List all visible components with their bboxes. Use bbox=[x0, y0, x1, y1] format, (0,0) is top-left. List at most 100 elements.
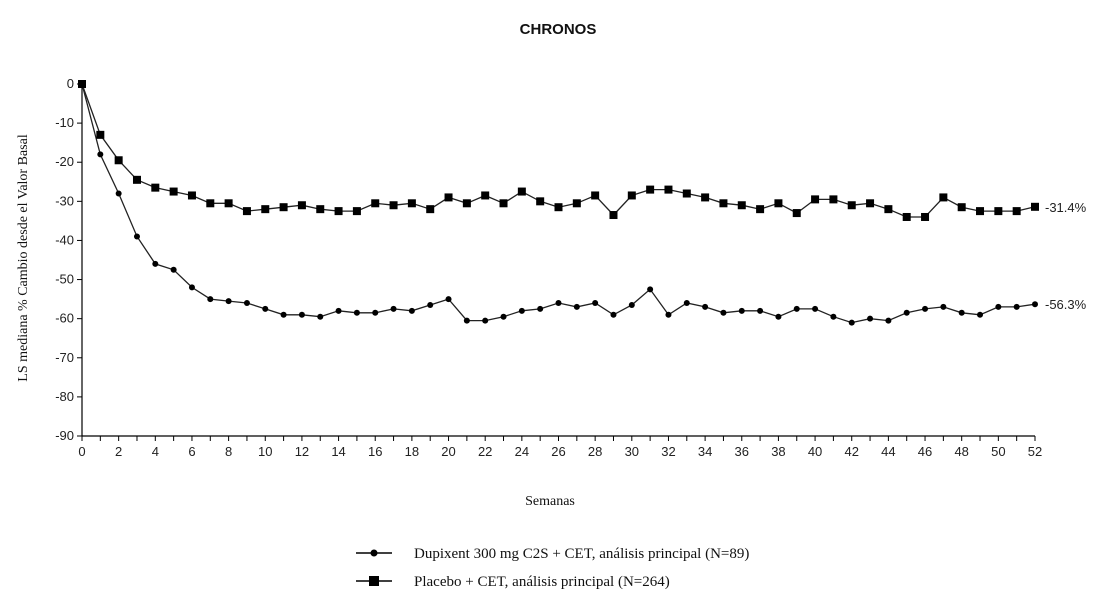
series-1-point bbox=[187, 191, 196, 200]
series-1-point bbox=[701, 193, 710, 202]
series-0-point bbox=[903, 309, 910, 316]
series-1-point bbox=[279, 203, 288, 212]
y-tick-label: -10 bbox=[55, 115, 74, 130]
y-tick-label: -60 bbox=[55, 311, 74, 326]
series-0-point bbox=[592, 300, 599, 307]
series-1-point bbox=[114, 156, 123, 165]
series-1-point bbox=[737, 201, 746, 210]
series-0-point bbox=[573, 303, 580, 310]
x-tick-label: 46 bbox=[918, 444, 932, 459]
y-tick-label: -20 bbox=[55, 154, 74, 169]
x-tick-label: 52 bbox=[1028, 444, 1042, 459]
series-1-point bbox=[554, 203, 563, 212]
series-0-point bbox=[445, 296, 452, 303]
series-0-point bbox=[170, 266, 177, 273]
x-tick-label: 2 bbox=[115, 444, 122, 459]
series-0-point bbox=[757, 307, 764, 314]
series-1-point bbox=[261, 205, 270, 214]
series-1-point bbox=[78, 80, 86, 88]
series-1-point bbox=[169, 187, 178, 196]
series-1-point bbox=[96, 130, 105, 139]
series-0-point bbox=[207, 296, 214, 303]
series-1-point bbox=[352, 207, 361, 216]
series-0-point bbox=[115, 190, 122, 197]
x-tick-label: 16 bbox=[368, 444, 382, 459]
series-1-point bbox=[224, 199, 233, 208]
x-tick-label: 4 bbox=[152, 444, 159, 459]
legend-entry-1: Placebo + CET, análisis principal (N=264… bbox=[414, 574, 670, 590]
series-0-point bbox=[665, 311, 672, 318]
x-tick-label: 38 bbox=[771, 444, 785, 459]
series-0-point bbox=[995, 303, 1002, 310]
series-1-point bbox=[517, 187, 526, 196]
series-0-point bbox=[152, 260, 159, 267]
series-1-point bbox=[866, 199, 875, 208]
y-tick-label: -50 bbox=[55, 272, 74, 287]
series-0-point bbox=[628, 301, 635, 308]
series-0-point bbox=[482, 317, 489, 324]
series-1-point bbox=[132, 175, 141, 184]
series-0-point bbox=[610, 311, 617, 318]
series-1-point bbox=[847, 201, 856, 210]
series-1-point bbox=[334, 207, 343, 216]
series-0-point bbox=[958, 309, 965, 316]
x-tick-label: 24 bbox=[515, 444, 529, 459]
x-tick-label: 6 bbox=[188, 444, 195, 459]
series-0-point bbox=[97, 151, 104, 158]
series-0-point bbox=[427, 301, 434, 308]
x-tick-label: 28 bbox=[588, 444, 602, 459]
series-1-point bbox=[297, 201, 306, 210]
series-line-1 bbox=[81, 83, 1036, 218]
x-tick-label: 8 bbox=[225, 444, 232, 459]
y-axis-label: LS mediana % Cambio desde el Valor Basal bbox=[16, 134, 31, 382]
x-tick-label: 12 bbox=[295, 444, 309, 459]
series-0-point bbox=[390, 305, 397, 312]
series-0-point bbox=[1013, 303, 1020, 310]
series-0-point bbox=[867, 315, 874, 322]
series-0-point bbox=[262, 305, 269, 312]
series-1-point bbox=[151, 183, 160, 192]
series-1-point bbox=[792, 209, 801, 218]
series-1-point bbox=[206, 199, 215, 208]
x-tick-label: 44 bbox=[881, 444, 895, 459]
legend: Dupixent 300 mg C2S + CET, análisis prin… bbox=[356, 546, 749, 590]
x-tick-label: 36 bbox=[735, 444, 749, 459]
x-tick-label: 18 bbox=[405, 444, 419, 459]
series-0-point bbox=[408, 307, 415, 314]
series-0-point bbox=[243, 300, 250, 307]
series-1-point bbox=[389, 201, 398, 210]
series-1-point bbox=[536, 197, 545, 206]
x-tick-label: 20 bbox=[441, 444, 455, 459]
x-axis-label: Semanas bbox=[525, 494, 575, 509]
x-tick-label: 32 bbox=[661, 444, 675, 459]
series-0-point bbox=[463, 317, 470, 324]
chart-title: CHRONOS bbox=[520, 21, 597, 38]
series-1-point bbox=[682, 189, 691, 198]
series-0-point bbox=[335, 307, 342, 314]
x-tick-label: 50 bbox=[991, 444, 1005, 459]
series-0-end-label: -56.3% bbox=[1045, 297, 1087, 312]
x-tick-label: 34 bbox=[698, 444, 712, 459]
series-0-point bbox=[830, 313, 837, 320]
x-tick-label: 40 bbox=[808, 444, 822, 459]
x-tick-label: 42 bbox=[844, 444, 858, 459]
y-tick-label: 0 bbox=[67, 76, 74, 91]
x-tick-label: 14 bbox=[331, 444, 345, 459]
y-tick-label: -70 bbox=[55, 350, 74, 365]
series-1-point bbox=[719, 199, 728, 208]
series-1-point bbox=[242, 207, 251, 216]
series-1-point bbox=[426, 205, 435, 214]
series-1-end-label: -31.4% bbox=[1045, 200, 1087, 215]
series-0-point bbox=[1032, 301, 1038, 308]
series-1-point bbox=[994, 207, 1003, 216]
x-tick-label: 0 bbox=[78, 444, 85, 459]
series-0-point bbox=[738, 307, 745, 314]
series-0-point bbox=[922, 305, 929, 312]
series-0-point bbox=[537, 305, 544, 312]
series-0-point bbox=[793, 305, 800, 312]
y-tick-label: -90 bbox=[55, 428, 74, 443]
series-0-point bbox=[188, 284, 195, 291]
series-1-point bbox=[609, 211, 618, 220]
series-1-point bbox=[1012, 207, 1021, 216]
